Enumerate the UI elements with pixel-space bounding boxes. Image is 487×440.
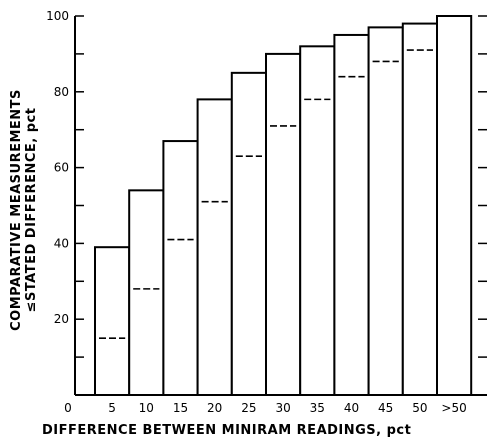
y-tick-label-40: 40 (54, 236, 69, 250)
x-tick-label-10: 50 (412, 401, 427, 415)
y-axis-title-line1: COMPARATIVE MEASUREMENTS (9, 89, 24, 331)
x-tick-label-4: 20 (207, 401, 222, 415)
bar-6 (265, 52, 302, 397)
x-tick-label-5: 25 (241, 401, 256, 415)
y-axis-title-line2: ≤STATED DIFFERENCE, pct (24, 108, 39, 313)
bar-11 (436, 15, 473, 396)
x-tick-label-11: >50 (441, 401, 466, 415)
x-tick-label-9: 45 (378, 401, 393, 415)
bar-3 (162, 140, 199, 396)
x-tick-label-7: 35 (310, 401, 325, 415)
bar-8 (333, 33, 370, 396)
x-tick-label-8: 40 (344, 401, 359, 415)
x-origin-label: 0 (64, 401, 72, 415)
x-tick-label-6: 30 (275, 401, 290, 415)
ticks-layer: 5 10 15 20 25 30 35 40 45 50 >50 20 40 60 80 100 (46, 9, 487, 415)
bar-7 (299, 45, 336, 396)
bars-layer (94, 15, 473, 397)
dashed-markers-layer (99, 49, 433, 339)
x-tick-label-2: 10 (139, 401, 154, 415)
bar-9 (367, 26, 404, 397)
bar-1 (94, 246, 131, 396)
y-tick-label-20: 20 (54, 312, 69, 326)
x-tick-label-1: 5 (108, 401, 116, 415)
bar-4 (196, 98, 233, 396)
bar-10 (401, 22, 438, 397)
y-tick-label-60: 60 (54, 161, 69, 175)
x-tick-label-3: 15 (173, 401, 188, 415)
bar-5 (230, 71, 268, 396)
bar-2 (128, 189, 165, 396)
y-tick-label-80: 80 (54, 85, 69, 99)
y-tick-label-100: 100 (46, 9, 69, 23)
x-axis-title: DIFFERENCE BETWEEN MINIRAM READINGS, pct (42, 423, 411, 438)
